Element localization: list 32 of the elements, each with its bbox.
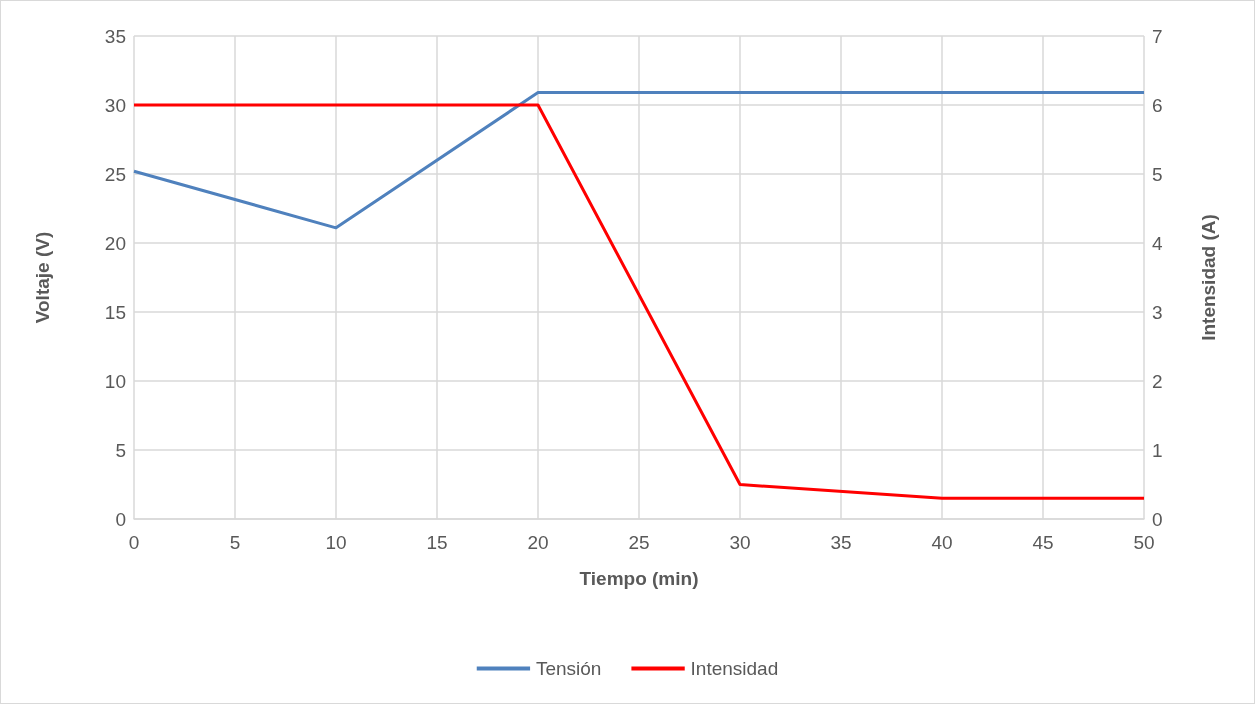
legend-label: Intensidad xyxy=(690,658,779,679)
y-tick-label: 25 xyxy=(104,163,126,185)
x-tick-label: 5 xyxy=(229,532,241,553)
y-tick-label: 35 xyxy=(104,25,126,47)
x-tick-label: 0 xyxy=(128,532,140,553)
x-tick-label: 20 xyxy=(527,532,549,553)
x-tick-label: 30 xyxy=(729,532,751,553)
y2-tick-label: 5 xyxy=(1152,163,1163,185)
x-tick-label: 40 xyxy=(931,532,953,553)
y2-tick-label: 2 xyxy=(1152,370,1163,392)
x-tick-label: 35 xyxy=(830,532,852,553)
x-tick-label: 45 xyxy=(1032,532,1054,553)
x-axis-title: Tiempo (min) xyxy=(579,568,699,589)
y2-tick-label: 7 xyxy=(1152,25,1163,47)
y2-tick-label: 4 xyxy=(1152,232,1163,254)
y2-tick-label: 1 xyxy=(1152,439,1163,461)
y-axis-title: Voltaje (V) xyxy=(32,231,53,324)
x-tick-label: 10 xyxy=(325,532,347,553)
y2-axis-title: Intensidad (A) xyxy=(1198,214,1219,341)
x-tick-label: 50 xyxy=(1133,532,1155,553)
y-tick-label: 30 xyxy=(104,94,126,116)
y2-tick-label: 0 xyxy=(1152,508,1163,530)
y2-tick-label: 3 xyxy=(1152,301,1163,323)
x-tick-label: 25 xyxy=(628,532,650,553)
legend-label: Tensión xyxy=(535,658,602,679)
x-tick-label: 15 xyxy=(426,532,448,553)
y-tick-label: 20 xyxy=(104,232,126,254)
y-tick-label: 10 xyxy=(104,370,126,392)
y2-tick-label: 6 xyxy=(1152,94,1163,116)
y-tick-label: 5 xyxy=(115,439,126,461)
y-tick-label: 15 xyxy=(104,301,126,323)
y-tick-label: 0 xyxy=(115,508,126,530)
